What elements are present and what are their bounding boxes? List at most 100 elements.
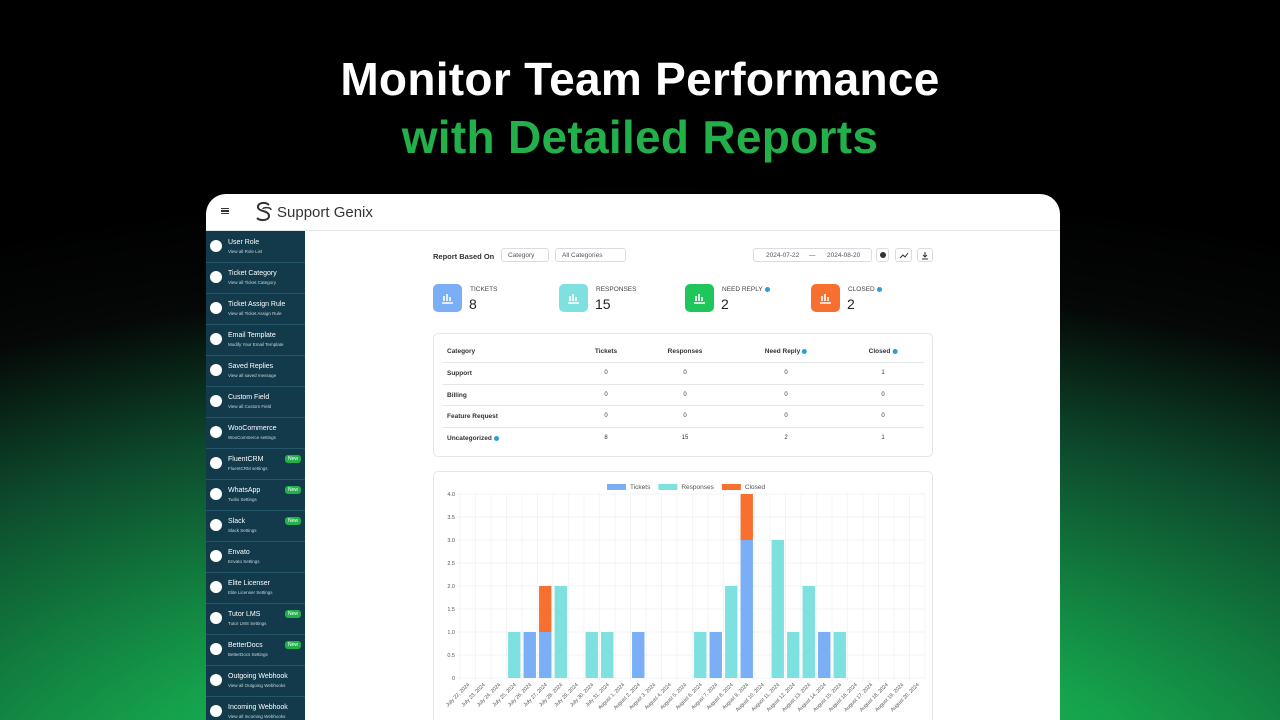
sidebar-icon: [210, 240, 222, 252]
sidebar-subtitle: FluentCRM settings: [228, 466, 268, 471]
sidebar-item[interactable]: Ticket Category View all Ticket Category: [206, 263, 305, 294]
filter-select[interactable]: All Categories: [555, 248, 626, 262]
clear-button[interactable]: [876, 248, 889, 262]
sidebar-title: BetterDocs: [228, 642, 263, 649]
table-header: Responses: [668, 348, 703, 355]
sidebar-item[interactable]: BetterDocs BetterDocs Settings New: [206, 635, 305, 666]
table-cell: 0: [604, 392, 607, 398]
hero-title: Monitor Team Performance: [340, 53, 940, 105]
sidebar-icon: [210, 488, 222, 500]
stat-label: RESPONSES: [596, 286, 636, 293]
y-tick-label: 2.5: [447, 561, 455, 567]
table-cell: 0: [683, 370, 686, 376]
sidebar-subtitle: View all Custom Field: [228, 404, 272, 409]
top-bar: [206, 194, 1060, 231]
table-cell: 0: [683, 392, 686, 398]
table-cell: 15: [682, 435, 689, 441]
cell-text: 0: [683, 391, 687, 398]
sidebar-subtitle: Slack Settings: [228, 528, 257, 533]
bar: [585, 632, 598, 678]
sidebar-item[interactable]: Incoming Webhook View all Incoming Webhoo…: [206, 697, 305, 720]
sidebar-icon: [210, 364, 222, 376]
row-divider: [443, 405, 924, 407]
cell-text: Billing: [447, 391, 467, 399]
sidebar-title: Saved Replies: [228, 363, 274, 370]
x-tick-label: August 20, 2024: [890, 682, 921, 713]
sidebar-icon: [210, 457, 222, 469]
sidebar-subtitle: Elite Licenser Settings: [228, 590, 273, 595]
row-divider: [443, 427, 924, 429]
sidebar-subtitle: View all saved message: [228, 373, 277, 378]
stat-label-text: TICKETS: [470, 286, 498, 293]
bar: [539, 586, 552, 632]
sidebar-item[interactable]: Envato Envato Settings: [206, 542, 305, 573]
cell-text: 2: [784, 435, 788, 442]
date-separator: —: [809, 252, 816, 259]
sidebar-subtitle: View all Outgoing Webhooks: [228, 683, 286, 688]
category-cell: Uncategorized: [447, 435, 499, 442]
bar: [771, 540, 784, 678]
bar: [539, 632, 552, 678]
sidebar-title: Incoming Webhook: [228, 704, 288, 711]
chart-button[interactable]: [895, 248, 912, 262]
stat-icon: [811, 284, 840, 312]
cell-text: 1: [881, 370, 885, 376]
menu-button[interactable]: [221, 208, 229, 214]
sidebar-item[interactable]: WooCommerce WooCommerce settings: [206, 418, 305, 449]
sidebar-item[interactable]: Ticket Assign Rule View all Ticket Assign…: [206, 294, 305, 325]
select-value: All Categories: [562, 252, 603, 259]
bar: [508, 632, 521, 678]
legend-swatch: [658, 484, 678, 490]
sidebar-item[interactable]: Tutor LMS Tutor LMS Settings New: [206, 604, 305, 635]
bar: [694, 632, 707, 678]
sidebar-title: FluentCRM: [228, 456, 264, 463]
stat-label: NEED REPLY: [722, 286, 770, 293]
cell-text: Uncategorized: [447, 435, 492, 443]
sidebar-subtitle: WooCommerce settings: [228, 435, 276, 440]
table-cell: 1: [881, 370, 884, 376]
y-tick-label: 1.5: [447, 607, 455, 613]
header-text: Category: [447, 348, 476, 355]
table-card: [433, 333, 933, 457]
stat-label: CLOSED: [848, 286, 882, 293]
sidebar-title: Elite Licenser: [228, 580, 271, 587]
badge: New: [284, 641, 301, 649]
bar: [709, 632, 722, 678]
info-icon: [764, 286, 770, 292]
stat-icon: [685, 284, 714, 312]
table-cell: 8: [604, 435, 607, 441]
bar: [818, 632, 831, 678]
header-text: Closed: [868, 348, 891, 355]
info-icon: [802, 348, 808, 354]
based-on-select[interactable]: Category: [501, 248, 549, 262]
cell-text: 0: [604, 413, 608, 420]
chart: 0 0.5 1.0 1.5 2.0 2.5 3.0 3.5 4.0 Tickets Response…: [445, 484, 926, 713]
sidebar-item[interactable]: Saved Replies View all saved message: [206, 356, 305, 387]
sidebar-item[interactable]: FluentCRM FluentCRM settings New: [206, 449, 305, 480]
sidebar-icon: [210, 612, 222, 624]
stat-value: 15: [595, 296, 611, 312]
sidebar-item[interactable]: Email Template Modify Your Email Template: [206, 325, 305, 356]
bar: [632, 632, 645, 678]
bar: [554, 586, 567, 678]
sidebar-icon: [210, 395, 222, 407]
sidebar-item[interactable]: User Role View all Role List: [206, 232, 305, 263]
stat-value: 2: [721, 296, 729, 312]
sidebar-item[interactable]: Slack Slack Settings New: [206, 511, 305, 542]
info-icon: [493, 435, 499, 441]
table-cell: 0: [604, 413, 607, 419]
date-range[interactable]: 2024-07-22 — 2024-08-20: [753, 248, 872, 262]
cell-text: 15: [681, 435, 689, 442]
sidebar-subtitle: Modify Your Email Template: [228, 342, 284, 347]
sidebar: [206, 231, 305, 720]
sidebar-item[interactable]: Custom Field View all Custom Field: [206, 387, 305, 418]
sidebar-item[interactable]: WhatsApp Twilio Settings New: [206, 480, 305, 511]
sidebar-item[interactable]: Outgoing Webhook View all Outgoing Webhoo…: [206, 666, 305, 697]
sidebar-title: Envato: [228, 549, 250, 556]
bar: [601, 632, 614, 678]
table-cell: 0: [784, 413, 787, 419]
download-button[interactable]: [917, 248, 933, 262]
sidebar-item[interactable]: Elite Licenser Elite Licenser Settings: [206, 573, 305, 604]
row-divider: [443, 362, 924, 363]
